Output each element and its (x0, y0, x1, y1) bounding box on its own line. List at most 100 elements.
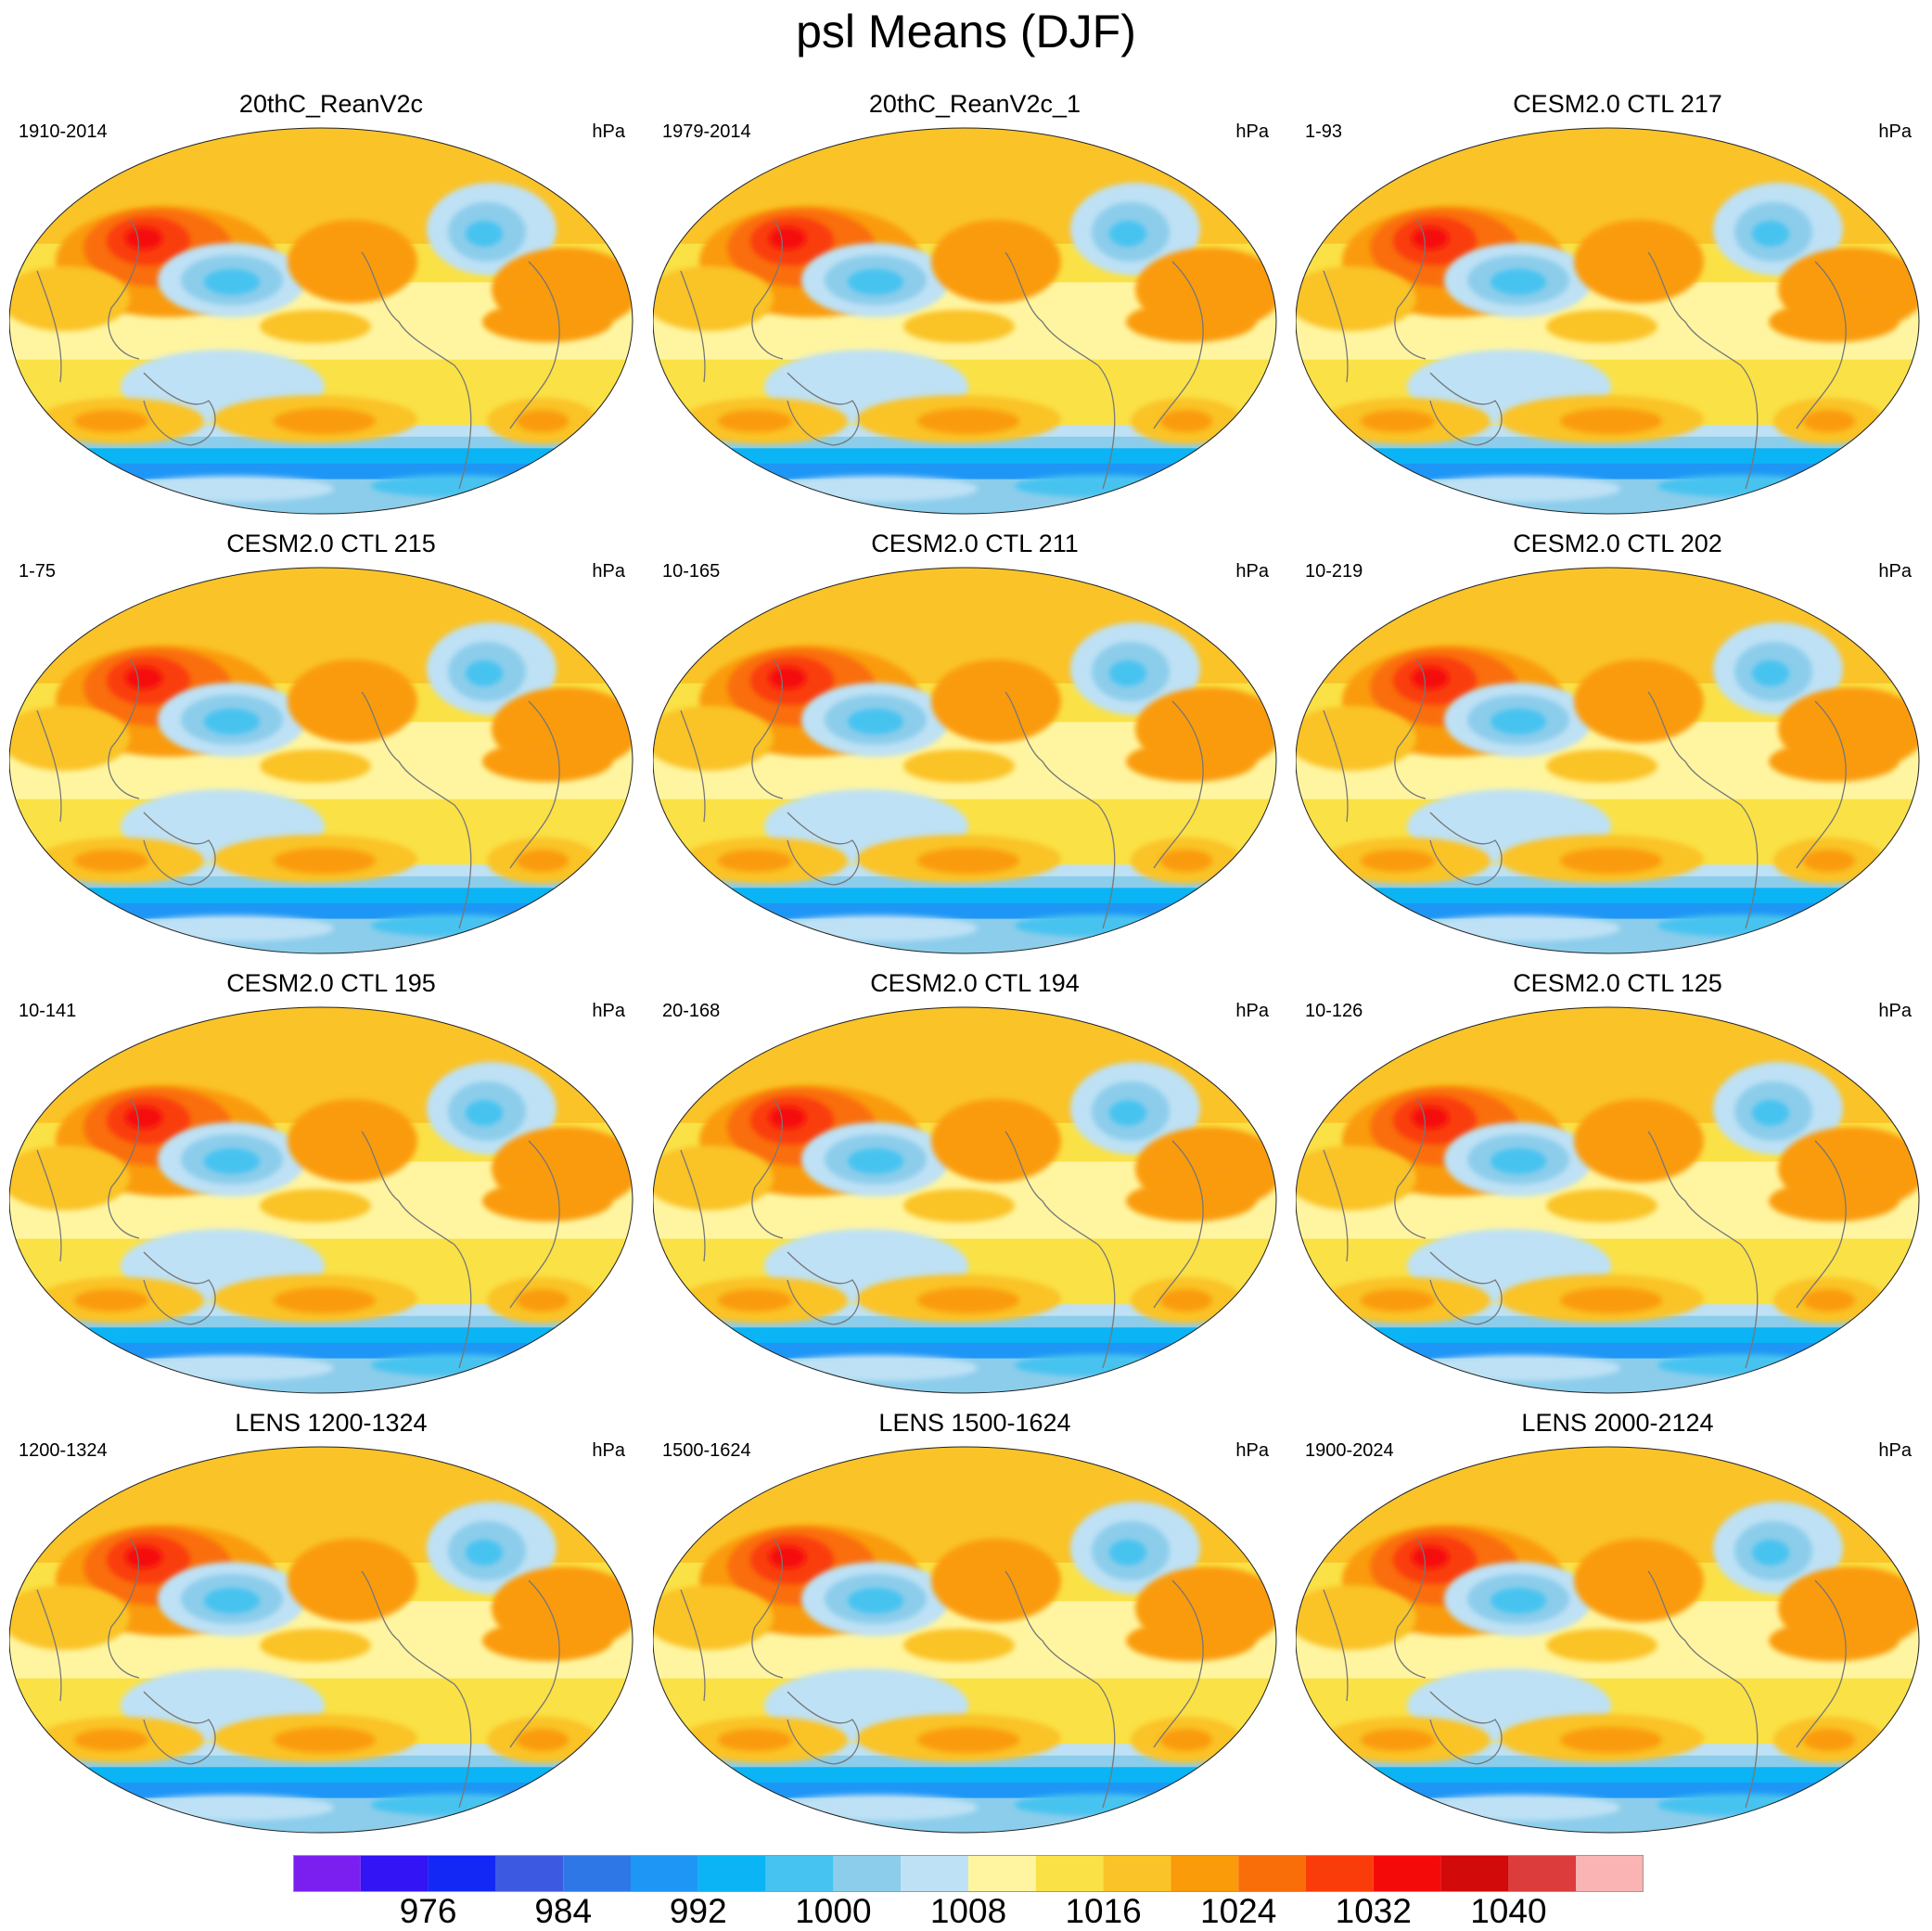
colorbar-label: 1000 (795, 1892, 872, 1930)
map-panel: LENS 1200-1324 1200-1324 hPa (8, 1408, 653, 1848)
map-plot (8, 127, 633, 515)
map-panel: LENS 1500-1624 1500-1624 hPa (652, 1408, 1297, 1848)
map-area (652, 122, 1284, 535)
panel-units: hPa (1235, 1001, 1269, 1021)
panel-units: hPa (1878, 561, 1912, 582)
panel-title: CESM2.0 CTL 125 (1513, 969, 1722, 997)
panel-period: 1200-1324 (19, 1440, 108, 1461)
panel-units: hPa (1878, 1440, 1912, 1461)
panel-title: LENS 1500-1624 (878, 1409, 1071, 1437)
colorbar-swatch (293, 1855, 361, 1892)
colorbar-swatch (1373, 1855, 1441, 1892)
panel-units: hPa (1878, 1001, 1912, 1021)
colorbar-swatch (495, 1855, 564, 1892)
map-panel: CESM2.0 CTL 215 1-75 hPa (8, 529, 653, 968)
colorbar-label: 992 (669, 1892, 727, 1930)
map-panel: 20thC_ReanV2c_1 1979-2014 hPa (652, 89, 1297, 529)
map-plot (652, 1006, 1277, 1394)
map-panel: CESM2.0 CTL 202 10-219 hPa (1295, 529, 1932, 968)
colorbar-label: 1008 (929, 1892, 1007, 1930)
colorbar-swatches (293, 1855, 1644, 1892)
colorbar-label: 984 (534, 1892, 593, 1930)
colorbar-label: 1024 (1200, 1892, 1277, 1930)
panel-units: hPa (1878, 121, 1912, 142)
colorbar-swatch (563, 1855, 631, 1892)
map-panel: CESM2.0 CTL 125 10-126 hPa (1295, 968, 1932, 1408)
map-area (1295, 122, 1926, 535)
map-area (8, 1441, 640, 1854)
colorbar-swatch (631, 1855, 698, 1892)
map-area (8, 562, 640, 975)
panel-period: 1900-2024 (1305, 1440, 1394, 1461)
panel-units: hPa (1235, 1440, 1269, 1461)
colorbar-swatch (968, 1855, 1036, 1892)
panel-title: CESM2.0 CTL 195 (226, 969, 436, 997)
map-plot (652, 567, 1277, 954)
panel-units: hPa (1235, 121, 1269, 142)
map-area (652, 1002, 1284, 1414)
panel-period: 10-126 (1305, 1001, 1363, 1021)
map-plot (1295, 567, 1920, 954)
panel-title: LENS 1200-1324 (235, 1409, 428, 1437)
map-plot (8, 1006, 633, 1394)
colorbar-swatch (1440, 1855, 1509, 1892)
panel-title: CESM2.0 CTL 215 (226, 530, 436, 557)
panel-units: hPa (592, 121, 625, 142)
colorbar-swatch (1035, 1855, 1104, 1892)
map-panel: CESM2.0 CTL 195 10-141 hPa (8, 968, 653, 1408)
map-panel: CESM2.0 CTL 211 10-165 hPa (652, 529, 1297, 968)
map-area (1295, 1002, 1926, 1414)
panel-period: 1-75 (19, 561, 57, 582)
panel-title: 20thC_ReanV2c (238, 90, 424, 118)
colorbar-swatch (765, 1855, 834, 1892)
colorbar-swatch (833, 1855, 902, 1892)
panel-title: CESM2.0 CTL 217 (1513, 90, 1722, 118)
map-panel: CESM2.0 CTL 194 20-168 hPa (652, 968, 1297, 1408)
panel-title: CESM2.0 CTL 194 (870, 969, 1080, 997)
colorbar-swatch (1576, 1855, 1644, 1892)
colorbar-swatch (697, 1855, 766, 1892)
colorbar-swatch (360, 1855, 429, 1892)
panel-title: CESM2.0 CTL 202 (1513, 530, 1722, 557)
colorbar-swatch (1508, 1855, 1577, 1892)
map-plot (652, 1446, 1277, 1834)
panel-period: 10-219 (1305, 561, 1363, 582)
map-plot (1295, 1006, 1920, 1394)
colorbar-swatch (1171, 1855, 1239, 1892)
colorbar (293, 1855, 1644, 1892)
map-plot (8, 567, 633, 954)
map-plot (8, 1446, 633, 1834)
panel-units: hPa (592, 561, 625, 582)
panel-title: LENS 2000-2124 (1521, 1409, 1714, 1437)
map-area (1295, 1441, 1926, 1854)
colorbar-label: 976 (399, 1892, 457, 1930)
map-panel: 20thC_ReanV2c 1910-2014 hPa (8, 89, 653, 529)
panel-period: 1979-2014 (662, 121, 751, 142)
colorbar-swatch (901, 1855, 968, 1892)
map-area (8, 1002, 640, 1414)
panel-title: CESM2.0 CTL 211 (871, 530, 1079, 557)
panel-period: 10-165 (662, 561, 721, 582)
map-plot (1295, 127, 1920, 515)
colorbar-swatch (428, 1855, 496, 1892)
panel-period: 1910-2014 (19, 121, 108, 142)
colorbar-label: 1040 (1470, 1892, 1547, 1930)
colorbar-label: 1016 (1065, 1892, 1142, 1930)
panel-units: hPa (592, 1001, 625, 1021)
panel-units: hPa (592, 1440, 625, 1461)
map-area (652, 1441, 1284, 1854)
colorbar-swatch (1103, 1855, 1171, 1892)
colorbar-swatch (1238, 1855, 1306, 1892)
map-area (8, 122, 640, 535)
map-plot (652, 127, 1277, 515)
map-area (1295, 562, 1926, 975)
map-plot (1295, 1446, 1920, 1834)
panel-title: 20thC_ReanV2c_1 (868, 90, 1081, 118)
map-panel: CESM2.0 CTL 217 1-93 hPa (1295, 89, 1932, 529)
colorbar-label: 1032 (1335, 1892, 1412, 1930)
map-panel: LENS 2000-2124 1900-2024 hPa (1295, 1408, 1932, 1848)
panel-period: 10-141 (19, 1001, 77, 1021)
panel-period: 1-93 (1305, 121, 1343, 142)
panel-period: 1500-1624 (662, 1440, 751, 1461)
panel-units: hPa (1235, 561, 1269, 582)
